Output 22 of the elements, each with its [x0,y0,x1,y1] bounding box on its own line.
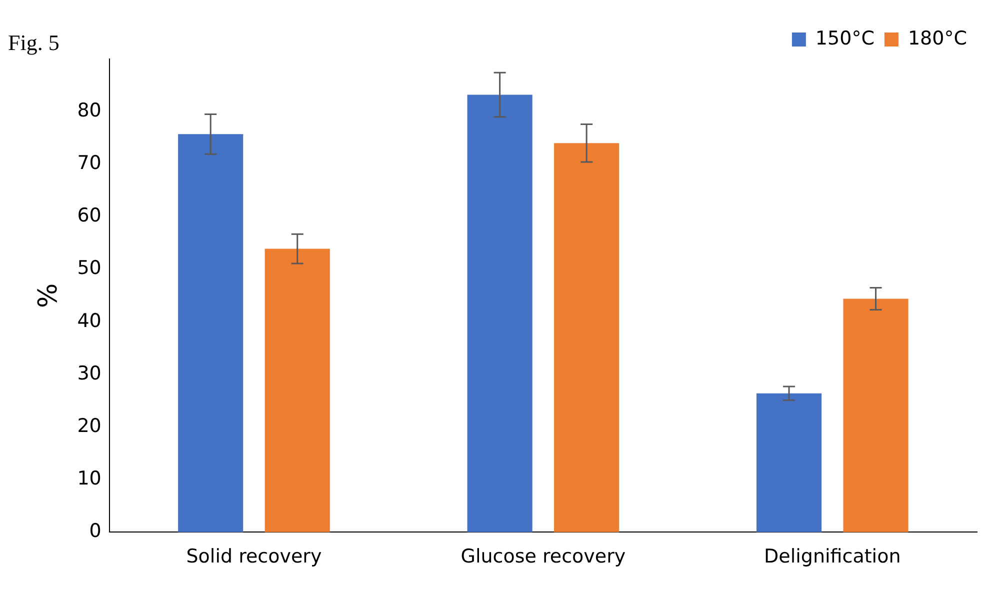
legend-label: 150°C [815,27,874,50]
bar [264,248,330,532]
bar [843,298,908,532]
x-tick-label: Glucose recovery [460,546,626,568]
y-tick-label: 50 [77,257,102,280]
x-tick-label: Solid recovery [186,546,322,568]
x-tick-label: Delignification [764,546,901,568]
y-tick-label: 10 [77,468,102,490]
caption: Fig. 5 [8,30,60,56]
bar [554,143,620,532]
bar [756,393,822,532]
y-tick-label: 80 [77,100,102,122]
y-axis-title: % [33,283,64,308]
legend-label: 180°C [908,27,968,50]
y-tick-label: 60 [77,204,102,227]
y-tick-label: 30 [77,362,102,384]
bar [467,94,532,532]
y-tick-label: 70 [77,152,102,174]
y-tick-label: 40 [77,310,102,332]
y-tick-label: 0 [89,520,102,542]
bar [178,134,244,532]
y-tick-label: 20 [77,414,102,437]
